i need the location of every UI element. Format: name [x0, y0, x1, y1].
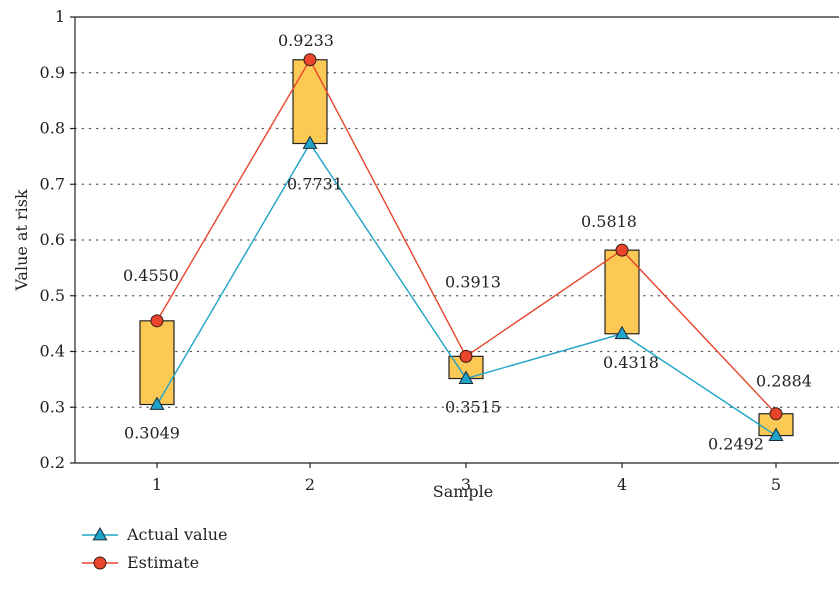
y-tick-label: 0.5: [40, 286, 65, 305]
grid-lines: [74, 72, 839, 408]
tick-labels: 0.2 0.3 0.4 0.5 0.6 0.7 0.8 0.9 1 1 2 3 4 5: [40, 7, 782, 494]
range-box: [139, 320, 175, 406]
legend-estimate-label: Estimate: [127, 553, 199, 572]
actual-value-label: 0.3049: [124, 424, 180, 443]
actual-value-label: 0.4318: [603, 353, 659, 372]
y-tick-label: 0.6: [40, 230, 65, 249]
estimate-marker: [615, 243, 629, 257]
x-tick-label: 1: [152, 475, 162, 494]
legend-actual-marker: [92, 526, 108, 541]
x-tick-label: 5: [771, 475, 781, 494]
x-tick-label: 2: [305, 475, 315, 494]
actual-value-marker: [149, 396, 165, 410]
actual-value-label: 0.3515: [445, 398, 501, 417]
legend-estimate-marker: [93, 556, 107, 570]
y-tick-label: 0.9: [40, 63, 65, 82]
axes: [70, 16, 839, 468]
data-labels: 0.3049 0.7731 0.3515 0.4318 0.2492 0.4550 0.92…: [123, 31, 812, 454]
y-tick-label: 0.4: [40, 342, 65, 361]
estimate-label: 0.4550: [123, 266, 179, 285]
legend: Actual value Estimate: [82, 525, 227, 572]
actual-value-marker: [614, 325, 630, 340]
estimate-label: 0.9233: [278, 31, 334, 50]
x-axis-title: Sample: [433, 482, 494, 501]
series-markers: [149, 53, 784, 441]
estimate-label: 0.5818: [581, 212, 637, 231]
x-tick-label: 4: [617, 475, 627, 494]
estimate-marker: [459, 349, 473, 363]
x-tick-label: 3: [461, 475, 471, 494]
y-tick-label: 0.2: [40, 453, 65, 472]
y-axis-title: Value at risk: [12, 189, 31, 292]
estimate-label: 0.2884: [756, 372, 812, 391]
legend-actual-label: Actual value: [126, 525, 227, 544]
y-tick-label: 0.8: [40, 119, 65, 138]
estimate-label: 0.3913: [445, 272, 501, 291]
y-tick-label: 0.3: [40, 397, 65, 416]
range-box: [292, 59, 328, 145]
y-tick-label: 0.7: [40, 174, 65, 193]
actual-value-marker: [768, 427, 784, 441]
actual-value-label: 0.2492: [708, 435, 764, 454]
actual-value-marker: [458, 370, 474, 384]
y-tick-label: 1: [55, 7, 65, 26]
actual-value-marker: [302, 135, 318, 149]
estimate-marker: [303, 53, 317, 67]
range-boxes: [139, 59, 794, 437]
estimate-marker: [769, 407, 783, 421]
estimate-marker: [150, 314, 164, 328]
actual-value-label: 0.7731: [287, 174, 343, 193]
